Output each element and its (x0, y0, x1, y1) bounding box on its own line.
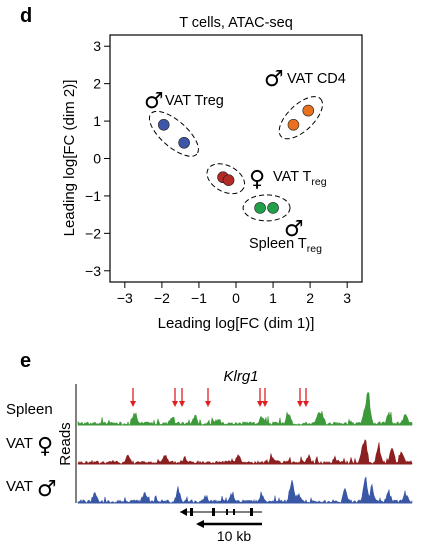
gene-exon (250, 508, 253, 516)
gene-exon (233, 509, 235, 515)
data-point (267, 202, 279, 214)
label-spleen-treg-male: ♂ Spleen Treg (249, 217, 322, 255)
red-arrowhead-icon (257, 401, 263, 407)
series-label: VAT Treg (165, 93, 224, 109)
label-vat-cd4-male: ♂ VAT CD4 (264, 67, 346, 92)
red-arrowhead-icon (179, 401, 185, 407)
x-tick-label: 1 (269, 290, 277, 306)
female-symbol-icon: ♀ (37, 434, 53, 459)
track-label-spleen: Spleen (6, 401, 53, 418)
y-tick-label: 2 (93, 76, 101, 92)
coverage-track (77, 391, 413, 427)
data-point (157, 119, 170, 131)
label-vat-treg-male: ♂ VAT Treg (144, 89, 224, 114)
track-label-text: VAT (6, 435, 33, 452)
series-label: VAT Treg (273, 169, 327, 188)
reads-axis-label: Reads (57, 422, 74, 465)
x-tick-label: −1 (191, 290, 207, 306)
x-axis-label: Leading log[FC (dim 1)] (158, 315, 315, 332)
x-tick-label: 3 (343, 290, 351, 306)
red-arrowhead-icon (130, 401, 136, 407)
gene-exon (226, 509, 228, 515)
red-arrowhead-icon (262, 401, 268, 407)
scale-bar: 10 kb (196, 520, 262, 544)
coverage-tracks (77, 391, 413, 504)
strand-arrow-icon (180, 508, 187, 516)
data-point (287, 119, 300, 131)
x-tick-label: −3 (117, 290, 133, 306)
scale-bar-label: 10 kb (217, 528, 251, 544)
red-arrowhead-icon (297, 401, 303, 407)
y-tick-label: 3 (93, 38, 101, 54)
series-label: VAT CD4 (287, 71, 346, 87)
data-point (222, 174, 235, 187)
male-symbol-icon: ♂ (284, 217, 304, 242)
scale-arrow-icon (196, 520, 204, 528)
y-axis-ticks: 3 2 1 0 −1 −2 −3 (85, 38, 110, 279)
y-tick-label: 1 (93, 113, 101, 129)
gene-exon (190, 508, 193, 516)
cluster-ellipse (242, 194, 291, 222)
y-axis-label: Leading log[FC (dim 2)] (61, 80, 78, 237)
y-tick-label: −1 (85, 188, 101, 204)
gene-name: Klrg1 (223, 368, 258, 385)
y-tick-label: 0 (93, 151, 101, 167)
scatter-points (157, 104, 315, 214)
x-tick-label: −2 (154, 290, 170, 306)
coverage-track (77, 439, 413, 465)
coverage-track (77, 476, 413, 504)
series-label: Spleen Treg (249, 236, 322, 255)
cluster-ellipse (148, 110, 199, 157)
female-symbol-icon: ♀ (249, 167, 265, 192)
track-label-vat-male: VAT ♂ (6, 477, 57, 502)
x-axis-ticks: −3 −2 −1 0 1 2 3 (117, 282, 351, 306)
track-label-vat-female: VAT ♀ (6, 434, 53, 459)
cluster-ellipse (278, 96, 323, 140)
data-point (254, 202, 266, 214)
x-tick-label: 2 (306, 290, 314, 306)
red-arrowhead-icon (205, 401, 211, 407)
scatter-title: T cells, ATAC-seq (179, 15, 293, 31)
male-symbol-icon: ♂ (264, 67, 284, 92)
red-arrow-markers (130, 388, 309, 407)
y-tick-label: −3 (85, 263, 101, 279)
data-point (178, 136, 190, 149)
gene-model (180, 508, 262, 516)
cluster-ellipses (148, 96, 323, 222)
y-tick-label: −2 (85, 225, 101, 241)
label-vat-treg-female: ♀ VAT Treg (249, 167, 327, 192)
panel-letter-d: d (20, 5, 32, 27)
panel-letter-e: e (20, 350, 31, 372)
data-point (302, 104, 315, 117)
male-symbol-icon: ♂ (37, 477, 57, 502)
gene-exon (212, 508, 215, 516)
x-tick-label: 0 (232, 290, 240, 306)
male-symbol-icon: ♂ (144, 89, 164, 114)
track-label-text: VAT (6, 478, 33, 495)
red-arrowhead-icon (303, 401, 309, 407)
red-arrowhead-icon (172, 401, 178, 407)
cluster-ellipse (206, 163, 246, 195)
